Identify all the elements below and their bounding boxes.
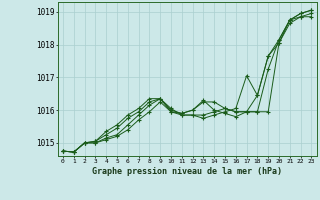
X-axis label: Graphe pression niveau de la mer (hPa): Graphe pression niveau de la mer (hPa)	[92, 167, 282, 176]
